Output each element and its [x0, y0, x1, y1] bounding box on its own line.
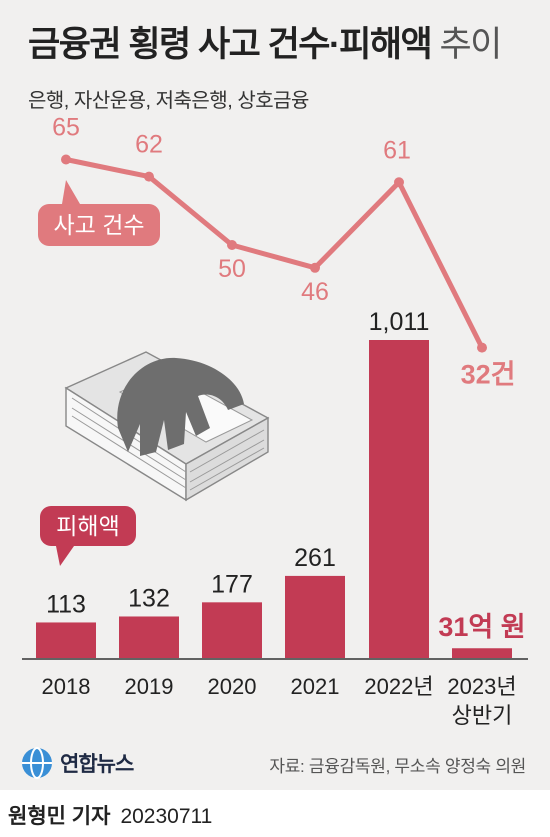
- x-tick-label: 2021: [291, 674, 340, 699]
- money-hand-illustration: [64, 351, 270, 502]
- x-tick-sublabel: 상반기: [452, 703, 513, 728]
- title-main: 금융권 횡령 사고 건수·피해액: [28, 25, 433, 64]
- bar-tag-pointer: [56, 546, 74, 566]
- line-point-2018: [61, 154, 71, 165]
- bar-series-tag: [40, 506, 136, 546]
- bar-value-label: 1,011: [369, 308, 430, 336]
- x-tick-label: 2022년: [364, 674, 433, 699]
- reporter-name: 원형민 기자: [8, 805, 111, 828]
- line-series: 65 62 50 46 61 32건: [52, 114, 515, 390]
- source-note: 자료: 금융감독원, 무소속 양정숙 의원: [269, 757, 526, 776]
- line-value-label: 46: [301, 278, 329, 306]
- logo-text: 연합뉴스: [60, 753, 134, 776]
- byline: 원형민 기자 20230711: [8, 800, 212, 830]
- line-point-2022년: [394, 177, 404, 188]
- line-value-label: 50: [218, 255, 246, 283]
- line-value-label: 32건: [461, 360, 516, 390]
- bar-value-label: 31억 원: [438, 612, 525, 642]
- line-point-2023년: [477, 342, 487, 353]
- line-point-2020: [227, 240, 237, 250]
- x-tick-label: 2020: [208, 674, 257, 699]
- yonhap-logo: 연합뉴스: [20, 746, 134, 780]
- line-value-label: 62: [135, 131, 163, 159]
- bar-2020: [202, 602, 262, 658]
- x-tick-label: 2019: [125, 674, 174, 699]
- line-point-2019: [144, 171, 154, 182]
- bar-value-label: 261: [294, 544, 336, 572]
- x-tick-label: 2023년: [447, 674, 516, 699]
- bar-value-label: 113: [46, 590, 86, 618]
- line-tag-pointer: [62, 180, 80, 204]
- globe-icon: [22, 747, 52, 779]
- line-value-label: 65: [52, 114, 80, 142]
- title-suffix: 추이: [439, 25, 502, 64]
- line-point-2021: [310, 262, 320, 273]
- bar-2018: [36, 622, 96, 658]
- bar-value-label: 132: [128, 584, 170, 612]
- bar-value-label: 177: [211, 570, 253, 598]
- publish-date: 20230711: [120, 805, 213, 828]
- chart-svg: 113 132 177 261 1,011 31억 원 65 62 50 46 61 32건 201…: [22, 114, 528, 728]
- bar-2019: [119, 616, 179, 658]
- bar-2023년: [452, 648, 512, 658]
- chart-subtitle: 은행, 자산운용, 저축은행, 상호금융: [28, 90, 309, 112]
- bar-series-tag-label: 피해액: [56, 513, 119, 539]
- x-tick-label: 2018: [42, 674, 91, 699]
- line-series-tag-label: 사고 건수: [53, 212, 144, 238]
- line-series-tag: [38, 204, 160, 246]
- line-value-label: 61: [383, 136, 411, 164]
- bar-2021: [285, 575, 345, 658]
- bar-2022년: [369, 340, 429, 658]
- line-path: [65, 157, 485, 349]
- bar-series: 113 132 177 261 1,011 31억 원: [36, 308, 526, 658]
- chart-title: 금융권 횡령 사고 건수·피해액 추이: [28, 16, 502, 67]
- chart-canvas: 금융권 횡령 사고 건수·피해액 추이 은행, 자산운용, 저축은행, 상호금융…: [0, 0, 550, 790]
